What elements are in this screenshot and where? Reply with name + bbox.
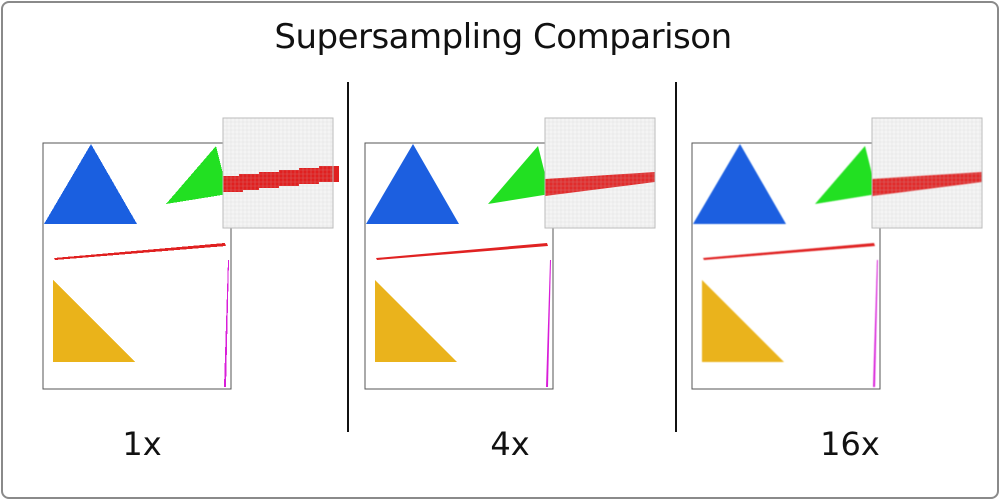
panel-16x [691, 110, 991, 400]
green-triangle [166, 146, 228, 204]
magenta-thin-triangle [224, 260, 229, 387]
sample-rate-label-4x: 4x [490, 425, 530, 463]
zoom-pixel-grid-overlay [544, 117, 655, 228]
figure-title: Supersampling Comparison [274, 17, 732, 57]
magenta-thin-triangle [546, 260, 551, 387]
rasterized-scene [691, 117, 983, 390]
magenta-thin-triangle [873, 260, 878, 387]
zoom-inset [872, 118, 982, 228]
sample-rate-label-16x: 16x [820, 425, 880, 463]
panel-divider-2 [675, 82, 677, 432]
yellow-triangle [53, 280, 135, 362]
panel-1x [42, 110, 342, 400]
sample-rate-label-1x: 1x [122, 425, 162, 463]
panel-4x [364, 110, 664, 400]
panel-divider-1 [347, 82, 349, 432]
blue-triangle [693, 144, 786, 224]
red-thin-triangle [703, 243, 875, 260]
green-triangle [488, 146, 550, 204]
zoom-inset [545, 118, 655, 228]
yellow-triangle [702, 280, 784, 362]
rasterized-scene [364, 117, 656, 390]
red-thin-triangle [54, 243, 226, 260]
zoom-inset-border [222, 117, 334, 229]
blue-triangle [44, 144, 137, 224]
zoom-inset-border [544, 117, 656, 229]
green-triangle [815, 146, 877, 204]
zoom-red-band [223, 166, 339, 192]
zoom-pixel-grid-overlay [222, 117, 333, 228]
zoom-inset-border [871, 117, 983, 229]
yellow-triangle [375, 280, 457, 362]
rasterized-scene [42, 117, 339, 390]
zoom-red-band [545, 172, 655, 196]
zoom-red-band [872, 172, 982, 196]
zoom-pixel-grid-overlay [871, 117, 982, 228]
blue-triangle [366, 144, 459, 224]
red-thin-triangle [376, 243, 548, 260]
